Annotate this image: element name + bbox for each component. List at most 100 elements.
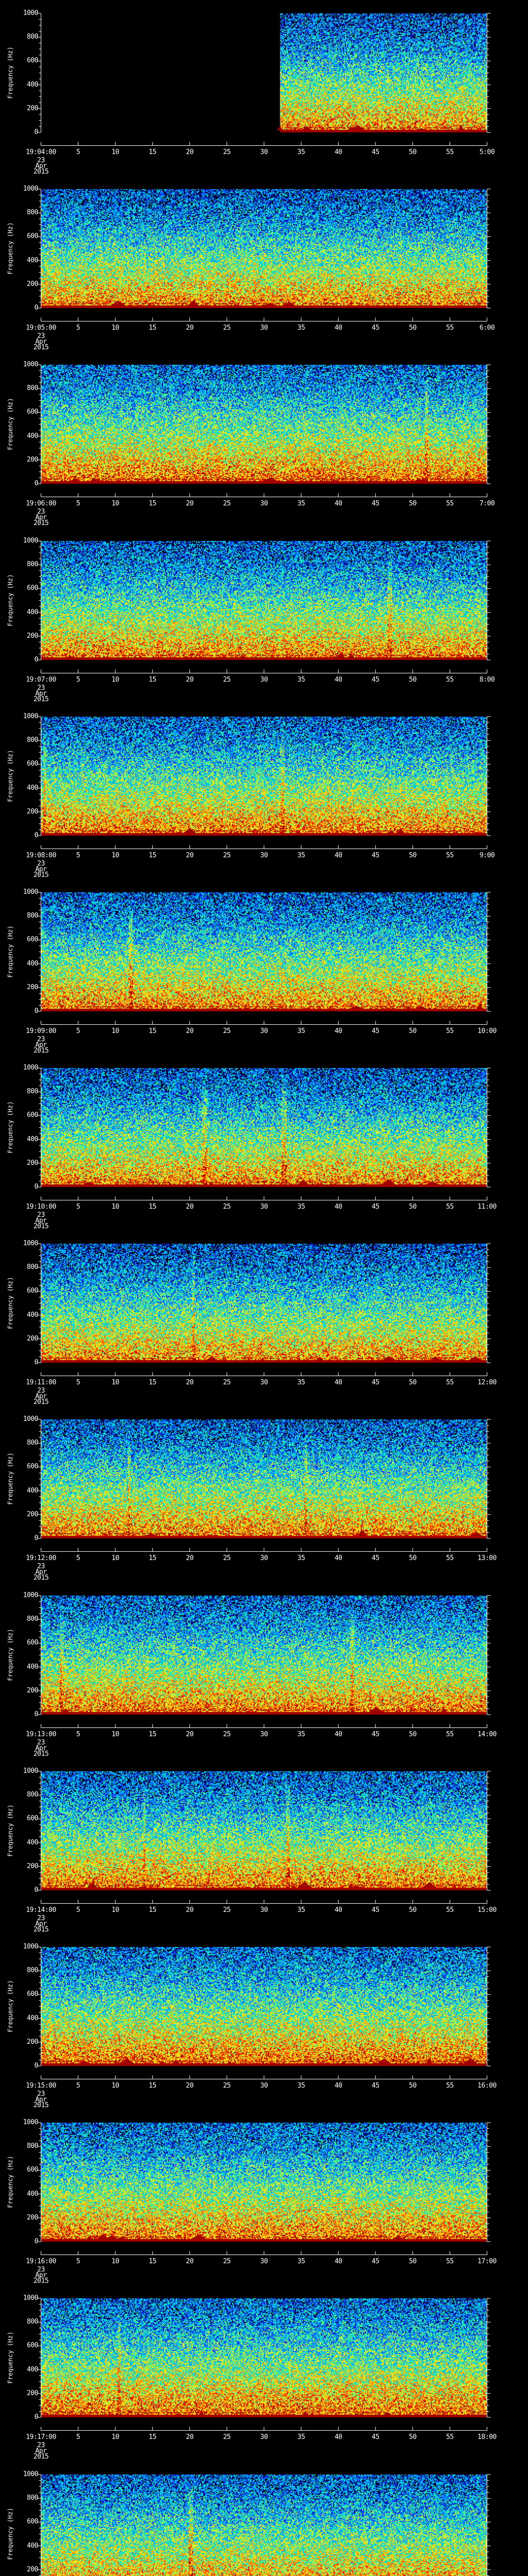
axes-svg bbox=[37, 1243, 491, 1376]
x-tick-label: 40 bbox=[334, 1203, 342, 1211]
x-tick-label: 15 bbox=[148, 1906, 157, 1914]
spectrogram-panel: Frequency (Hz) 1000 800 600 400 200 0 19:09:00… bbox=[0, 879, 528, 1056]
x-tick-label: 5 bbox=[76, 1554, 80, 1562]
x-tick-label: 50 bbox=[409, 1203, 417, 1211]
y-tick-label: 1000 bbox=[23, 9, 39, 17]
date-stamp-line: Apr bbox=[35, 1041, 47, 1049]
y-tick-label: 600 bbox=[27, 1815, 38, 1823]
x-tick-label: 5 bbox=[76, 500, 80, 507]
spectrogram-canvas bbox=[41, 189, 487, 308]
x-tick-label: 50 bbox=[409, 324, 417, 332]
x-tick-label: 35 bbox=[297, 1027, 305, 1035]
x-tick-label: 20 bbox=[186, 1906, 194, 1914]
y-tick-label: 1000 bbox=[23, 2294, 39, 2302]
x-tick-label: 10 bbox=[111, 324, 119, 332]
x-tick-label: 35 bbox=[297, 1731, 305, 1738]
y-tick-label: 0 bbox=[34, 128, 39, 136]
x-tick-label: 20 bbox=[186, 148, 194, 156]
axes-svg bbox=[37, 540, 491, 673]
x-tick-label: 45 bbox=[371, 1554, 380, 1562]
x-tick-label: 55 bbox=[446, 2082, 454, 2090]
x-tick-label: 15 bbox=[148, 2433, 157, 2441]
x-tick-label: 40 bbox=[334, 2433, 342, 2441]
spectrogram-panel: Frequency (Hz) 1000 800 600 400 200 0 19:15:00… bbox=[0, 1934, 528, 2110]
panel-start-time-label: 19:15:00 bbox=[26, 2082, 56, 2090]
x-tick-label: 50 bbox=[409, 1027, 417, 1035]
x-tick-label: 35 bbox=[297, 852, 305, 859]
y-tick-label: 800 bbox=[27, 912, 38, 920]
panel-end-time-label: 9:00 bbox=[479, 852, 495, 859]
x-tick-label: 20 bbox=[186, 676, 194, 684]
x-tick-label: 25 bbox=[223, 1379, 231, 1386]
x-tick-label: 30 bbox=[260, 1027, 268, 1035]
x-tick-label: 35 bbox=[297, 324, 305, 332]
y-tick-label: 1000 bbox=[23, 2470, 39, 2478]
date-stamp-line: Apr bbox=[35, 1217, 47, 1225]
date-stamp-line: Apr bbox=[35, 2447, 47, 2455]
y-tick-label: 800 bbox=[27, 384, 38, 393]
panel-start-time-label: 19:17:00 bbox=[26, 2433, 56, 2441]
panel-end-time-label: 12:00 bbox=[477, 1379, 497, 1386]
y-tick-label: 0 bbox=[34, 2238, 39, 2245]
date-stamp-line: 23 bbox=[37, 332, 45, 340]
date-stamp-line: 2015 bbox=[33, 696, 49, 703]
x-tick-label: 55 bbox=[446, 1379, 454, 1386]
y-tick-label: 800 bbox=[27, 33, 38, 41]
x-tick-label: 55 bbox=[446, 1906, 454, 1914]
panel-end-time-label: 10:00 bbox=[477, 1027, 497, 1035]
panel-start-time-label: 19:16:00 bbox=[26, 2258, 56, 2265]
x-tick-label: 40 bbox=[334, 148, 342, 156]
x-tick-label: 30 bbox=[260, 1731, 268, 1738]
x-tick-label: 10 bbox=[111, 1379, 119, 1386]
x-tick-label: 45 bbox=[371, 2433, 380, 2441]
y-tick-label: 1000 bbox=[23, 537, 39, 545]
date-stamp-line: 23 bbox=[37, 1739, 45, 1747]
spectrogram-canvas bbox=[41, 1771, 487, 1890]
date-stamp-line: 2015 bbox=[33, 1574, 49, 1582]
x-tick-label: 40 bbox=[334, 1731, 342, 1738]
x-tick-label: 15 bbox=[148, 500, 157, 507]
x-tick-label: 20 bbox=[186, 852, 194, 859]
y-tick-label: 200 bbox=[27, 2213, 38, 2222]
x-tick-label: 45 bbox=[371, 852, 380, 859]
x-tick-label: 15 bbox=[148, 324, 157, 332]
spectrogram-canvas bbox=[41, 2475, 487, 2576]
date-stamp-line: 2015 bbox=[33, 2102, 49, 2109]
spectrogram-panel: Frequency (Hz) 1000800600400200019:18:00… bbox=[0, 2461, 528, 2576]
y-tick-label: 1000 bbox=[23, 1415, 39, 1423]
x-tick-label: 35 bbox=[297, 676, 305, 684]
x-tick-label: 40 bbox=[334, 1379, 342, 1386]
x-tick-label: 45 bbox=[371, 1379, 380, 1386]
y-tick-label: 1000 bbox=[23, 1767, 39, 1775]
panel-start-time-label: 19:14:00 bbox=[26, 1906, 56, 1914]
y-tick-label: 1000 bbox=[23, 1943, 39, 1951]
x-tick-label: 5 bbox=[76, 1027, 80, 1035]
x-tick-label: 35 bbox=[297, 500, 305, 507]
y-tick-label: 200 bbox=[27, 1686, 38, 1694]
axes-svg bbox=[37, 2298, 491, 2431]
x-tick-label: 25 bbox=[223, 2433, 231, 2441]
panel-end-time-label: 7:00 bbox=[479, 500, 495, 507]
date-stamp-line: 23 bbox=[37, 508, 45, 516]
y-tick-label: 600 bbox=[27, 760, 38, 768]
date-stamp-line: 23 bbox=[37, 2442, 45, 2449]
spectrogram-canvas bbox=[41, 13, 487, 132]
x-tick-label: 35 bbox=[297, 1203, 305, 1211]
date-stamp-line: 23 bbox=[37, 1036, 45, 1043]
axes-svg bbox=[37, 364, 491, 497]
x-tick-label: 20 bbox=[186, 324, 194, 332]
x-tick-label: 5 bbox=[76, 1731, 80, 1738]
x-tick-label: 10 bbox=[111, 1203, 119, 1211]
axes-svg bbox=[37, 1946, 491, 2079]
y-tick-label: 200 bbox=[27, 280, 38, 288]
x-tick-label: 15 bbox=[148, 2258, 157, 2265]
x-tick-label: 20 bbox=[186, 500, 194, 507]
x-tick-label: 45 bbox=[371, 1731, 380, 1738]
panel-start-time-label: 19:12:00 bbox=[26, 1554, 56, 1562]
y-tick-label: 0 bbox=[34, 304, 39, 312]
y-tick-label: 1000 bbox=[23, 888, 39, 896]
x-tick-label: 10 bbox=[111, 852, 119, 859]
panel-end-time-label: 14:00 bbox=[477, 1731, 497, 1738]
x-tick-label: 40 bbox=[334, 2082, 342, 2090]
spectrogram-canvas bbox=[41, 541, 487, 660]
